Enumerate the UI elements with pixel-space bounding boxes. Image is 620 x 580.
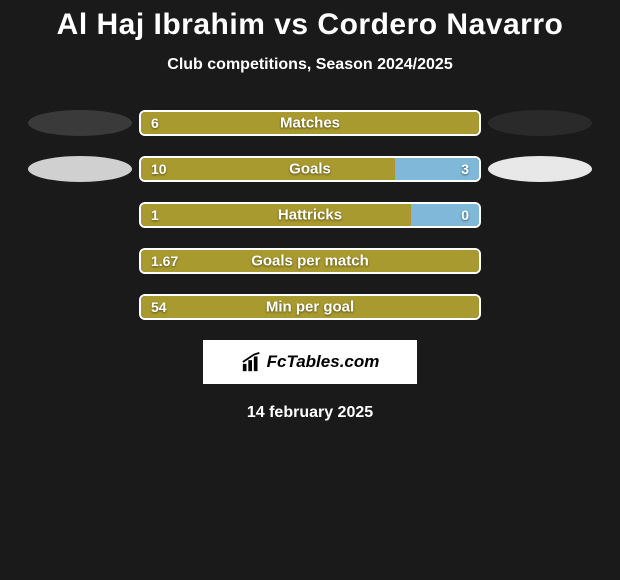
player-avatar-left	[28, 156, 132, 182]
stat-bar: Hattricks10	[139, 202, 481, 228]
stat-value-right: 0	[461, 207, 469, 223]
player-avatar-right	[488, 110, 592, 136]
comparison-row: Goals103	[0, 156, 620, 182]
stat-bar-left	[141, 204, 411, 226]
page-title: Al Haj Ibrahim vs Cordero Navarro	[0, 8, 620, 42]
stat-bar: Goals103	[139, 156, 481, 182]
stat-value-left: 54	[151, 299, 167, 315]
player-avatar-left	[28, 110, 132, 136]
stat-bar: Goals per match1.67	[139, 248, 481, 274]
comparison-row: Goals per match1.67	[0, 248, 620, 274]
stat-value-left: 1	[151, 207, 159, 223]
comparison-row: Matches6	[0, 110, 620, 136]
stat-value-left: 6	[151, 115, 159, 131]
comparison-rows: Matches6Goals103Hattricks10Goals per mat…	[0, 110, 620, 320]
stat-bar-left	[141, 296, 479, 318]
chart-icon	[241, 351, 263, 373]
stat-value-left: 10	[151, 161, 167, 177]
date-text: 14 february 2025	[0, 404, 620, 422]
logo-text: FcTables.com	[267, 352, 380, 372]
subtitle: Club competitions, Season 2024/2025	[0, 56, 620, 74]
infographic-container: Al Haj Ibrahim vs Cordero Navarro Club c…	[0, 0, 620, 422]
comparison-row: Min per goal54	[0, 294, 620, 320]
stat-bar-left	[141, 112, 479, 134]
avatar-slot-left	[21, 110, 139, 136]
player-avatar-right	[488, 156, 592, 182]
stat-value-left: 1.67	[151, 253, 178, 269]
stat-bar-left	[141, 158, 395, 180]
stat-value-right: 3	[461, 161, 469, 177]
stat-bar: Min per goal54	[139, 294, 481, 320]
comparison-row: Hattricks10	[0, 202, 620, 228]
avatar-slot-right	[481, 110, 599, 136]
avatar-slot-right	[481, 156, 599, 182]
stat-bar-left	[141, 250, 479, 272]
logo-box: FcTables.com	[203, 340, 417, 384]
avatar-slot-left	[21, 156, 139, 182]
stat-bar: Matches6	[139, 110, 481, 136]
